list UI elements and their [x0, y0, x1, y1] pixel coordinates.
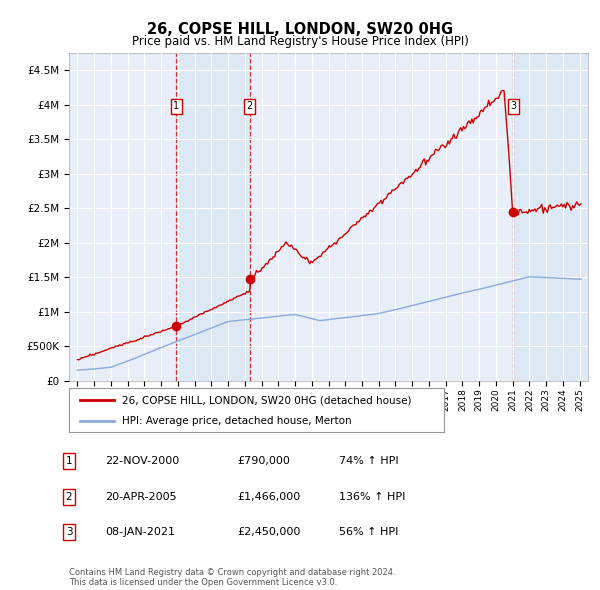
Text: 3: 3 — [65, 527, 73, 537]
Text: 56% ↑ HPI: 56% ↑ HPI — [339, 527, 398, 537]
Text: HPI: Average price, detached house, Merton: HPI: Average price, detached house, Mert… — [121, 416, 351, 426]
Bar — [176, 53, 250, 381]
Text: £2,450,000: £2,450,000 — [237, 527, 301, 537]
Text: 136% ↑ HPI: 136% ↑ HPI — [339, 492, 406, 502]
Text: Price paid vs. HM Land Registry's House Price Index (HPI): Price paid vs. HM Land Registry's House … — [131, 35, 469, 48]
Text: £790,000: £790,000 — [237, 457, 290, 466]
Text: 26, COPSE HILL, LONDON, SW20 0HG: 26, COPSE HILL, LONDON, SW20 0HG — [147, 22, 453, 37]
Text: 1: 1 — [173, 101, 179, 111]
Text: 1: 1 — [65, 457, 73, 466]
Text: 2: 2 — [65, 492, 73, 502]
Text: 26, COPSE HILL, LONDON, SW20 0HG (detached house): 26, COPSE HILL, LONDON, SW20 0HG (detach… — [121, 395, 411, 405]
Text: 08-JAN-2021: 08-JAN-2021 — [105, 527, 175, 537]
Text: 20-APR-2005: 20-APR-2005 — [105, 492, 176, 502]
Text: 2: 2 — [247, 101, 253, 111]
Bar — [513, 53, 588, 381]
Text: Contains HM Land Registry data © Crown copyright and database right 2024.
This d: Contains HM Land Registry data © Crown c… — [69, 568, 395, 587]
Text: 22-NOV-2000: 22-NOV-2000 — [105, 457, 179, 466]
Text: £1,466,000: £1,466,000 — [237, 492, 300, 502]
Text: 3: 3 — [510, 101, 516, 111]
Text: 74% ↑ HPI: 74% ↑ HPI — [339, 457, 398, 466]
